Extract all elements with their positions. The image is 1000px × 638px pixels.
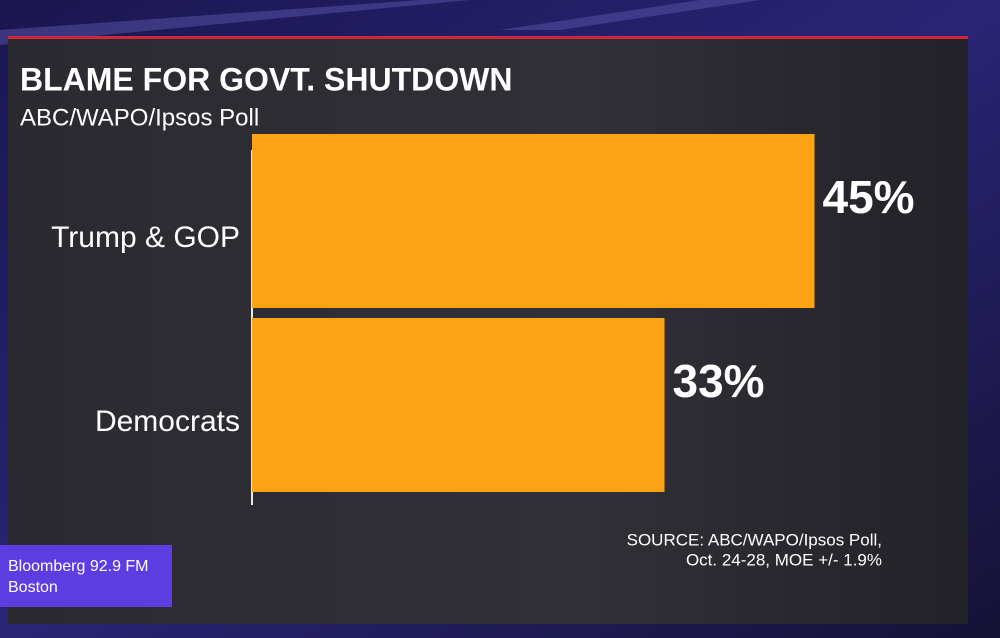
category-label: Democrats — [95, 405, 240, 438]
bar — [252, 318, 665, 492]
panel-top-rule — [8, 36, 968, 39]
value-label: 33% — [673, 355, 765, 407]
chart-subtitle: ABC/WAPO/Ipsos Poll — [20, 104, 259, 131]
value-label: 45% — [823, 171, 915, 223]
category-label: Trump & GOP — [51, 221, 240, 254]
chart-title: BLAME FOR GOVT. SHUTDOWN — [20, 61, 512, 97]
brand-name: Bloomberg 92.9 FM — [8, 558, 149, 575]
source-note: SOURCE: ABC/WAPO/Ipsos Poll, — [627, 530, 882, 549]
brand-location: Boston — [8, 579, 58, 596]
source-note: Oct. 24-28, MOE +/- 1.9% — [686, 550, 882, 569]
bar — [252, 134, 815, 308]
brand-box — [0, 545, 172, 607]
